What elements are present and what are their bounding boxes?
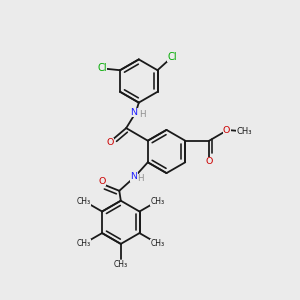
Text: N: N xyxy=(130,108,137,117)
Text: H: H xyxy=(138,174,144,183)
Text: Cl: Cl xyxy=(168,52,177,62)
Text: O: O xyxy=(106,138,113,147)
Text: O: O xyxy=(223,126,230,135)
Text: CH₃: CH₃ xyxy=(151,239,165,248)
Text: CH₃: CH₃ xyxy=(114,260,128,269)
Text: O: O xyxy=(206,157,213,166)
Text: CH₃: CH₃ xyxy=(151,196,165,206)
Text: CH₃: CH₃ xyxy=(77,196,91,206)
Text: N: N xyxy=(130,172,137,181)
Text: Cl: Cl xyxy=(97,63,107,73)
Text: CH₃: CH₃ xyxy=(237,127,252,136)
Text: CH₃: CH₃ xyxy=(77,239,91,248)
Text: H: H xyxy=(139,110,146,119)
Text: O: O xyxy=(98,177,106,186)
